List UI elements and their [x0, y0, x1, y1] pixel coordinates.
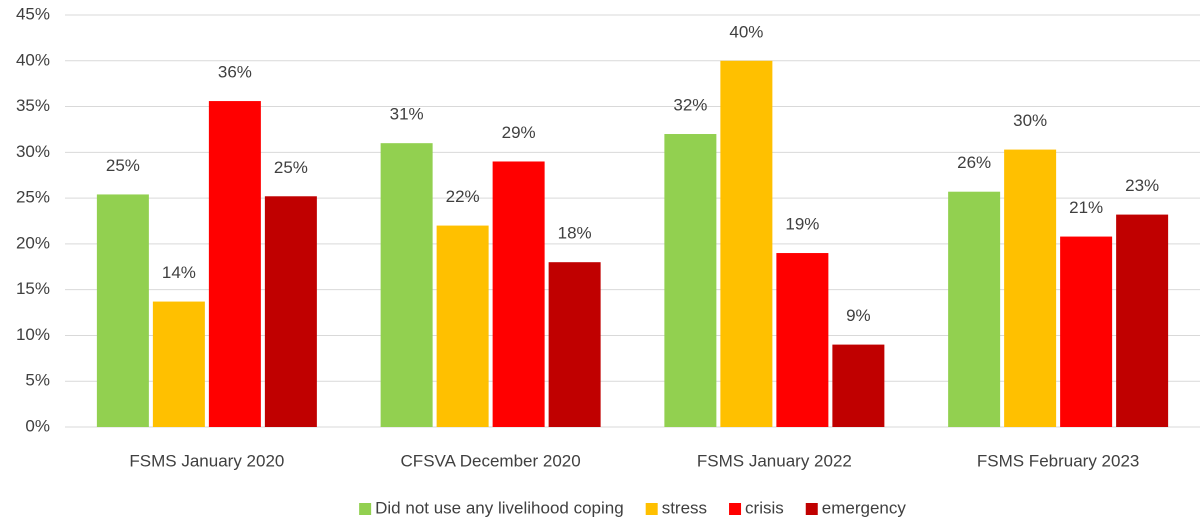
y-tick-label: 5%	[25, 371, 50, 390]
x-tick-label: FSMS January 2022	[697, 451, 852, 470]
value-label: 26%	[957, 153, 991, 172]
bar	[664, 134, 717, 427]
x-tick-label: CFSVA December 2020	[401, 451, 581, 470]
legend-label: emergency	[822, 498, 907, 517]
value-label: 25%	[106, 156, 140, 175]
bar	[208, 101, 261, 427]
y-tick-label: 25%	[16, 188, 50, 207]
bar	[436, 225, 489, 427]
bar	[152, 301, 205, 427]
bar	[264, 196, 317, 427]
legend-label: stress	[662, 498, 707, 517]
y-tick-label: 35%	[16, 96, 50, 115]
value-label: 40%	[729, 22, 763, 41]
y-tick-label: 30%	[16, 142, 50, 161]
legend-label: Did not use any livelihood coping	[375, 498, 624, 517]
legend-swatch	[729, 503, 742, 515]
bar	[1116, 214, 1169, 427]
bar	[1060, 236, 1113, 427]
value-label: 23%	[1125, 176, 1159, 195]
bar	[1004, 149, 1057, 427]
value-label: 30%	[1013, 111, 1047, 130]
y-tick-label: 15%	[16, 279, 50, 298]
y-tick-label: 20%	[16, 233, 50, 252]
y-tick-label: 0%	[25, 416, 50, 435]
bar	[776, 253, 829, 427]
value-label: 32%	[673, 96, 707, 115]
bar	[720, 60, 773, 428]
value-label: 29%	[502, 123, 536, 142]
legend-swatch	[645, 503, 658, 515]
legend-swatch	[805, 503, 818, 515]
legend-swatch	[359, 503, 372, 515]
bar	[832, 344, 885, 427]
value-label: 19%	[785, 215, 819, 234]
x-tick-label: FSMS February 2023	[977, 451, 1140, 470]
legend-label: crisis	[745, 498, 784, 517]
bar	[380, 143, 433, 427]
bar	[948, 191, 1001, 427]
bar	[548, 262, 601, 427]
value-label: 25%	[274, 158, 308, 177]
bar	[96, 194, 149, 427]
value-label: 21%	[1069, 198, 1103, 217]
value-label: 22%	[446, 187, 480, 206]
value-label: 18%	[558, 224, 592, 243]
bar	[492, 161, 545, 427]
y-tick-label: 10%	[16, 325, 50, 344]
value-label: 36%	[218, 63, 252, 82]
value-label: 31%	[390, 105, 424, 124]
legend: Did not use any livelihood coping stress c…	[359, 498, 906, 517]
y-tick-label: 45%	[16, 4, 50, 23]
value-label: 9%	[846, 306, 871, 325]
y-tick-label: 40%	[16, 50, 50, 69]
value-label: 14%	[162, 263, 196, 282]
x-tick-label: FSMS January 2020	[129, 451, 284, 470]
